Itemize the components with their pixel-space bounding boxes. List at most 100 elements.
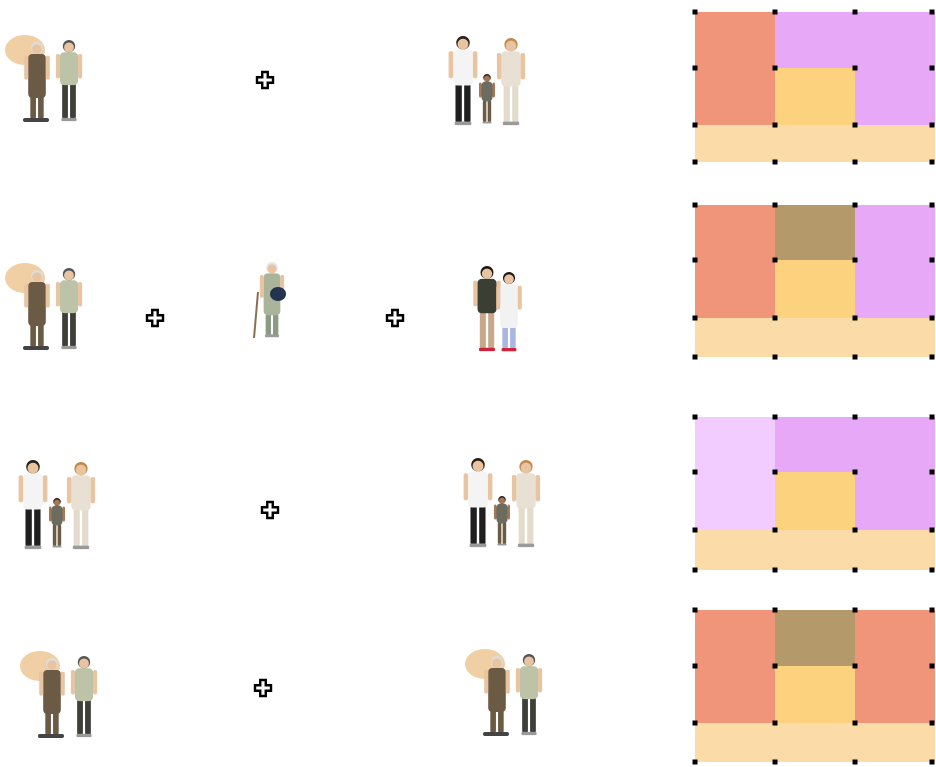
- leg: [82, 507, 89, 547]
- head: [504, 274, 514, 285]
- zone-grid: [692, 607, 935, 765]
- leg: [77, 698, 83, 735]
- head: [457, 38, 469, 50]
- zone-cell: [775, 260, 855, 318]
- plus-icon: [255, 70, 275, 90]
- grid-node: [772, 65, 778, 71]
- zone-cell: [855, 205, 935, 318]
- people-family: [18, 460, 96, 550]
- torso: [453, 49, 473, 86]
- torso: [59, 52, 79, 86]
- grid-node: [692, 759, 698, 765]
- leg: [34, 506, 41, 547]
- torso: [496, 503, 508, 524]
- grid-node: [929, 159, 935, 165]
- grid-node: [692, 315, 698, 321]
- skateboard: [38, 734, 64, 738]
- head: [492, 658, 502, 668]
- grid-node: [692, 567, 698, 573]
- head: [79, 658, 89, 669]
- torso: [477, 278, 497, 314]
- head: [472, 460, 484, 472]
- arm: [70, 669, 75, 695]
- arm: [24, 283, 29, 308]
- torso: [28, 54, 46, 98]
- grid-node: [692, 122, 698, 128]
- torso: [23, 473, 43, 510]
- grid-node: [852, 65, 858, 71]
- arm: [78, 53, 83, 79]
- leg: [62, 310, 68, 347]
- torso: [519, 666, 539, 700]
- zone-cell: [695, 530, 935, 570]
- zone-cell: [775, 68, 855, 125]
- zone-cell: [775, 472, 855, 530]
- head: [481, 268, 493, 279]
- arm: [535, 474, 541, 502]
- head: [27, 462, 39, 474]
- arm: [494, 504, 497, 520]
- head: [505, 40, 517, 52]
- zone-cell: [695, 723, 935, 762]
- head: [32, 272, 42, 283]
- arm: [39, 671, 44, 696]
- grid-node: [929, 9, 935, 15]
- leg: [73, 507, 80, 547]
- zone-cell: [855, 610, 935, 723]
- grid-node: [772, 257, 778, 263]
- shoe: [501, 348, 517, 352]
- arm: [479, 82, 482, 98]
- grid-node: [692, 159, 698, 165]
- leg: [512, 83, 519, 123]
- leg: [57, 524, 62, 546]
- zone-grid: [692, 414, 935, 573]
- zone-cell: [695, 318, 935, 357]
- leg: [70, 82, 76, 119]
- leg: [527, 505, 534, 545]
- torso: [71, 475, 91, 511]
- head: [267, 264, 277, 274]
- arm: [520, 52, 526, 80]
- shoe: [52, 545, 62, 548]
- arm: [507, 504, 510, 520]
- people-elder: [253, 262, 286, 339]
- grid-node: [772, 469, 778, 475]
- plus-icon: [385, 308, 405, 328]
- grid-node: [772, 315, 778, 321]
- shoe: [479, 347, 495, 352]
- grid-node: [692, 663, 698, 669]
- leg: [52, 524, 57, 546]
- leg: [62, 82, 68, 119]
- shoe: [76, 733, 92, 738]
- arm: [90, 476, 96, 504]
- shoe: [497, 543, 507, 546]
- zone-cell: [855, 12, 935, 125]
- people-family: [463, 458, 541, 548]
- arm: [505, 669, 510, 694]
- arm: [42, 475, 48, 503]
- leg: [522, 696, 528, 733]
- grid-node: [852, 159, 858, 165]
- shoe: [72, 545, 90, 550]
- grid-node: [929, 607, 935, 613]
- arm: [492, 82, 495, 98]
- arm: [78, 281, 83, 307]
- grid-node: [852, 354, 858, 360]
- shoe: [24, 545, 42, 550]
- grid-node: [852, 469, 858, 475]
- grid-node: [692, 9, 698, 15]
- arm: [62, 506, 65, 522]
- shoe: [469, 543, 487, 548]
- leg: [482, 100, 487, 122]
- grid-node: [852, 567, 858, 573]
- grid-node: [772, 720, 778, 726]
- leg: [464, 82, 471, 123]
- torso: [59, 280, 79, 314]
- grid-node: [929, 720, 935, 726]
- shoe: [482, 121, 492, 124]
- zone-cell: [855, 417, 935, 530]
- zone-cell: [775, 417, 855, 472]
- arm: [496, 52, 502, 80]
- zone-cell: [695, 12, 775, 125]
- zone-cell: [695, 417, 775, 530]
